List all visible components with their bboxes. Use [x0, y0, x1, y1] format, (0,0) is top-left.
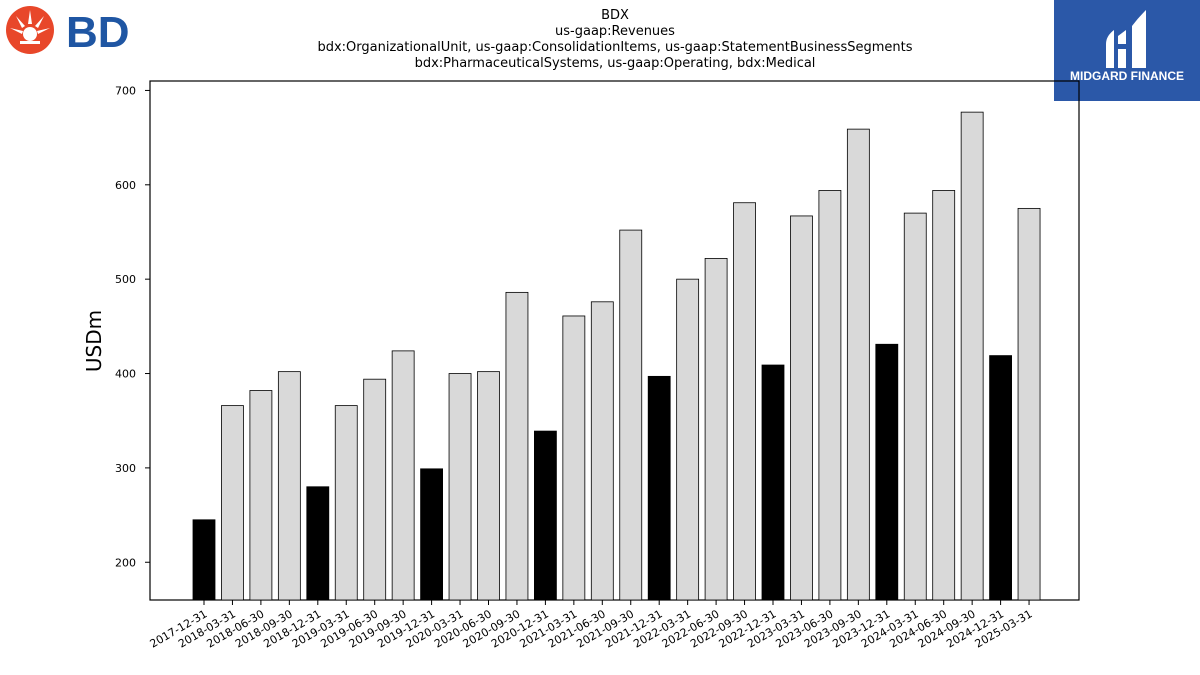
y-tick-label-500: 500	[115, 273, 136, 286]
chart-title-block: BDX us-gaap:Revenues bdx:OrganizationalU…	[200, 8, 1030, 72]
bar-2017-12-31	[192, 519, 216, 601]
bar-2020-06-30	[477, 371, 500, 601]
bar-2019-03-31	[334, 405, 358, 601]
bar-2021-03-31	[562, 315, 586, 601]
midgard-logo-text: MIDGARD FINANCE	[1070, 69, 1184, 83]
bar-2024-12-31	[989, 355, 1012, 601]
chart-subtitle-concept: us-gaap:Revenues	[555, 24, 675, 39]
y-tick-label-300: 300	[115, 462, 136, 475]
y-tick-label-200: 200	[115, 556, 136, 569]
plot-frame	[149, 80, 1080, 601]
chart-subtitle-axes: bdx:OrganizationalUnit, us-gaap:Consolid…	[317, 40, 913, 55]
bar-2024-09-30	[960, 111, 984, 601]
midgard-emblem-icon	[1106, 10, 1146, 68]
bar-2018-09-30	[277, 371, 301, 601]
bar-2020-12-31	[534, 430, 557, 601]
y-tick-label-700: 700	[115, 84, 136, 97]
bar-2019-12-31	[420, 468, 444, 601]
midgard-finance-logo: MIDGARD FINANCE	[1054, 0, 1200, 101]
bar-2022-03-31	[676, 278, 700, 601]
bar-2020-09-30	[505, 291, 529, 601]
y-tick-label-600: 600	[115, 179, 136, 192]
bar-2020-03-31	[448, 373, 472, 601]
y-axis: 200 300 400 500 600 700	[115, 84, 150, 569]
bar-2019-09-30	[391, 350, 415, 601]
bar-2018-12-31	[306, 486, 330, 601]
bd-starburst-icon	[6, 6, 54, 54]
chart-title: BDX	[601, 8, 629, 23]
bar-2022-09-30	[733, 202, 756, 601]
bar-2023-06-30	[818, 190, 842, 601]
bar-2023-09-30	[846, 128, 870, 601]
bar-2022-12-31	[761, 364, 785, 601]
bar-2019-06-30	[363, 378, 387, 601]
bd-logo: BD	[4, 4, 139, 57]
bar-2018-06-30	[249, 390, 273, 601]
bars-group	[192, 111, 1041, 601]
y-tick-label-400: 400	[115, 368, 136, 381]
bd-logo-text: BD	[66, 8, 130, 56]
bar-2021-09-30	[619, 229, 643, 601]
x-axis: 2017-12-312018-03-312018-06-302018-09-30…	[148, 600, 1035, 651]
bar-2024-06-30	[932, 190, 956, 601]
bar-2018-03-31	[221, 405, 244, 601]
bar-2023-12-31	[875, 343, 899, 601]
bar-2022-06-30	[704, 257, 728, 601]
bar-2021-06-30	[590, 301, 614, 601]
bar-2023-03-31	[790, 215, 813, 601]
bar-2025-03-31	[1017, 207, 1041, 601]
y-axis-label: USDm	[82, 310, 106, 372]
bar-2024-03-31	[903, 212, 927, 601]
bar-2021-12-31	[647, 375, 671, 601]
chart-subtitle-members: bdx:PharmaceuticalSystems, us-gaap:Opera…	[414, 56, 816, 71]
